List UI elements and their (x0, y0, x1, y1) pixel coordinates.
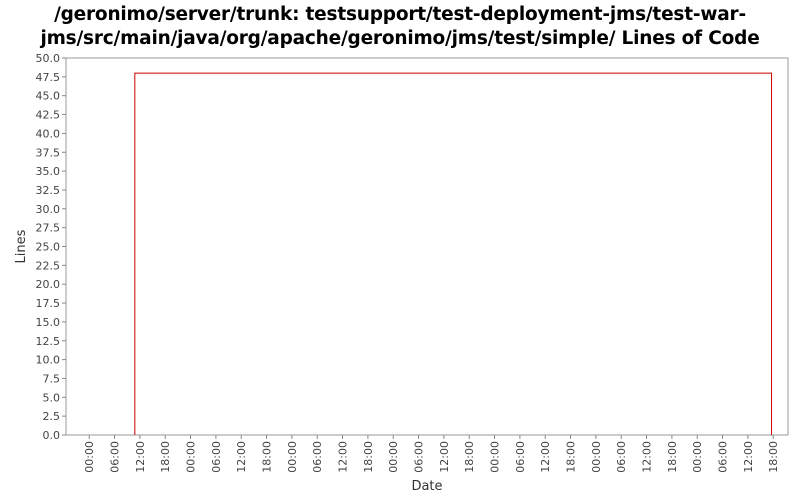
y-tick-label: 2.5 (43, 410, 61, 423)
y-tick-label: 12.5 (36, 335, 61, 348)
y-tick-label: 0.0 (43, 429, 61, 442)
y-tick-label: 45.0 (36, 90, 61, 103)
x-tick-label: 12:00 (134, 441, 147, 473)
x-tick-label: 12:00 (742, 441, 755, 473)
chart-title-line-1: /geronimo/server/trunk: testsupport/test… (54, 4, 746, 25)
x-tick-label: 18:00 (767, 441, 780, 473)
y-tick-label: 42.5 (36, 109, 61, 122)
x-tick-label: 06:00 (514, 441, 527, 473)
x-tick-label: 00:00 (489, 441, 502, 473)
x-tick-label: 18:00 (565, 441, 578, 473)
x-tick-label: 12:00 (235, 441, 248, 473)
x-tick-label: 06:00 (109, 441, 122, 473)
x-tick-label: 18:00 (666, 441, 679, 473)
x-tick-label: 06:00 (413, 441, 426, 473)
y-axis-label: Lines (14, 229, 29, 263)
y-tick-label: 17.5 (36, 297, 61, 310)
y-tick-label: 32.5 (36, 184, 61, 197)
x-tick-label: 18:00 (159, 441, 172, 473)
y-tick-label: 37.5 (36, 146, 61, 159)
y-tick-label: 25.0 (36, 241, 61, 254)
series-line (134, 72, 773, 435)
x-tick-label: 00:00 (590, 441, 603, 473)
x-tick-label: 06:00 (210, 441, 223, 473)
x-tick-label: 18:00 (362, 441, 375, 473)
x-tick-label: 12:00 (337, 441, 350, 473)
plot-area (65, 57, 789, 436)
x-tick-label: 12:00 (438, 441, 451, 473)
x-tick-label: 00:00 (83, 441, 96, 473)
x-axis-label: Date (411, 479, 442, 494)
x-tick-label: 18:00 (261, 441, 274, 473)
y-tick-label: 30.0 (36, 203, 61, 216)
x-tick-label: 12:00 (641, 441, 654, 473)
x-tick-label: 12:00 (539, 441, 552, 473)
x-tick-label: 00:00 (185, 441, 198, 473)
y-tick-label: 22.5 (36, 259, 61, 272)
x-tick-label: 06:00 (311, 441, 324, 473)
y-tick-label: 7.5 (43, 372, 61, 385)
x-tick-label: 00:00 (387, 441, 400, 473)
chart-title-line-2: jms/src/main/java/org/apache/geronimo/jm… (40, 28, 760, 49)
y-tick-label: 20.0 (36, 278, 61, 291)
y-tick-label: 15.0 (36, 316, 61, 329)
y-tick-label: 50.0 (36, 52, 61, 65)
x-tick-label: 00:00 (286, 441, 299, 473)
y-tick-label: 40.0 (36, 127, 61, 140)
x-tick-label: 18:00 (463, 441, 476, 473)
y-tick-label: 47.5 (36, 71, 61, 84)
y-tick-label: 27.5 (36, 222, 61, 235)
y-tick-label: 5.0 (43, 391, 61, 404)
x-tick-label: 06:00 (717, 441, 730, 473)
y-tick-label: 35.0 (36, 165, 61, 178)
y-tick-label: 10.0 (36, 354, 61, 367)
x-tick-label: 06:00 (615, 441, 628, 473)
x-tick-label: 00:00 (691, 441, 704, 473)
